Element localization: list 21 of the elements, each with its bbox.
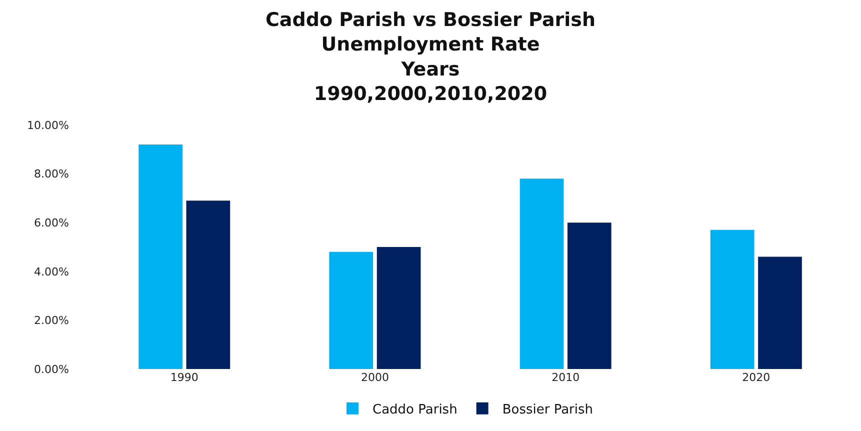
legend-label: Bossier Parish	[502, 402, 594, 418]
y-tick-label: 4.00%	[34, 265, 69, 278]
y-tick-label: 0.00%	[34, 362, 69, 376]
y-tick-label: 2.00%	[34, 314, 69, 328]
y-tick-label: 8.00%	[34, 168, 69, 181]
y-tick-label: 10.00%	[27, 118, 69, 132]
x-tick-label: 2000	[360, 371, 389, 384]
bar	[186, 200, 230, 369]
bar	[138, 144, 182, 369]
bar	[520, 178, 564, 369]
x-tick-label: 2010	[552, 371, 580, 384]
x-tick-label: 1990	[170, 371, 198, 384]
y-tick-label: 6.00%	[34, 216, 69, 230]
chart-title: Caddo Parish vs Bossier Parish Unemployment Rate Years 1990,2000,2010,2020	[265, 8, 596, 105]
bar	[329, 252, 374, 369]
bar	[567, 222, 612, 369]
legend-label: Caddo Parish	[372, 402, 458, 418]
x-tick-label: 2020	[742, 371, 770, 384]
bar	[758, 256, 802, 369]
bar	[710, 230, 754, 369]
bar	[376, 247, 421, 369]
